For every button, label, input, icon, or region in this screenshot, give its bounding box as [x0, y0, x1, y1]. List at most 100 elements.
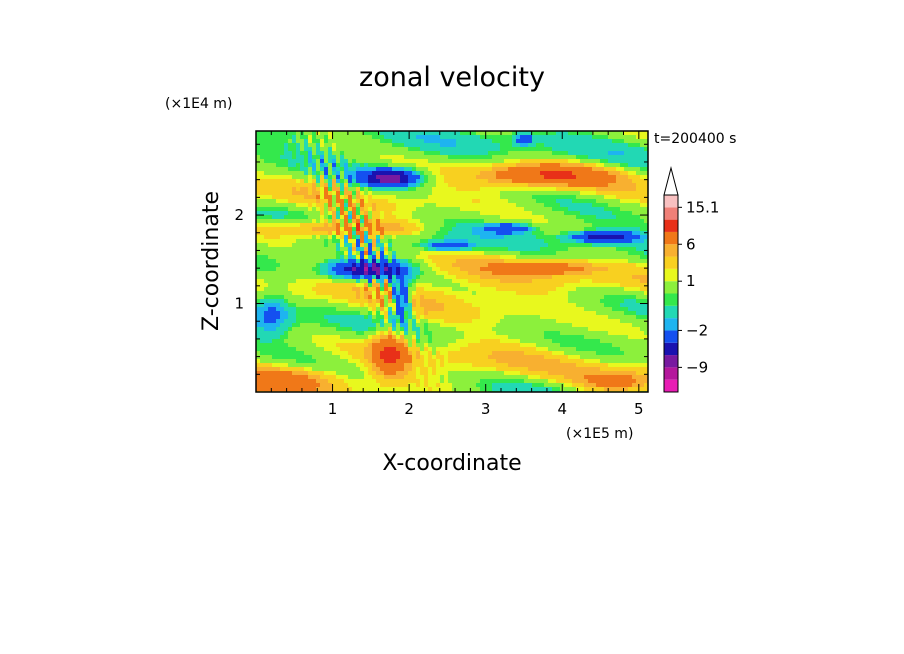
field-cell — [612, 199, 617, 204]
field-cell — [456, 159, 461, 164]
field-cell — [404, 319, 409, 324]
field-cell — [296, 291, 301, 296]
field-cell — [436, 203, 441, 208]
field-cell — [644, 223, 648, 228]
field-cell — [304, 227, 309, 232]
field-cell — [396, 275, 401, 280]
field-cell — [284, 323, 289, 328]
field-cell — [392, 207, 397, 212]
field-cell — [492, 163, 497, 168]
field-cell — [268, 231, 273, 236]
field-cell — [532, 311, 537, 316]
field-cell — [488, 291, 493, 296]
field-cell — [456, 243, 461, 248]
field-cell — [416, 227, 421, 232]
field-cell — [628, 287, 633, 292]
field-cell — [472, 307, 477, 312]
field-cell — [496, 203, 501, 208]
field-cell — [604, 271, 609, 276]
field-cell — [556, 135, 561, 140]
field-cell — [340, 259, 345, 264]
field-cell — [376, 175, 381, 180]
field-cell — [584, 291, 589, 296]
field-cell — [488, 139, 493, 144]
field-cell — [352, 183, 357, 188]
field-cell — [404, 283, 409, 288]
field-cell — [600, 203, 605, 208]
field-cell — [504, 195, 509, 200]
field-cell — [324, 307, 329, 312]
field-cell — [416, 163, 421, 168]
field-cell — [636, 251, 641, 256]
field-cell — [312, 239, 317, 244]
field-cell — [264, 299, 269, 304]
field-cell — [480, 223, 485, 228]
field-cell — [616, 287, 621, 292]
field-cell — [340, 287, 345, 292]
field-cell — [344, 235, 349, 240]
field-cell — [308, 203, 313, 208]
field-cell — [536, 223, 541, 228]
field-cell — [520, 275, 525, 280]
field-cell — [388, 295, 393, 300]
field-cell — [576, 275, 581, 280]
field-cell — [272, 327, 277, 332]
field-cell — [488, 279, 493, 284]
field-cell — [596, 315, 601, 320]
field-cell — [272, 139, 277, 144]
field-cell — [484, 171, 489, 176]
field-cell — [568, 159, 573, 164]
field-cell — [396, 135, 401, 140]
field-cell — [632, 171, 637, 176]
field-cell — [372, 143, 377, 148]
field-cell — [292, 211, 297, 216]
field-cell — [512, 171, 517, 176]
field-cell — [564, 195, 569, 200]
field-cell — [604, 239, 609, 244]
field-cell — [404, 147, 409, 152]
field-cell — [308, 227, 313, 232]
field-cell — [284, 155, 289, 160]
field-cell — [304, 319, 309, 324]
field-cell — [516, 259, 521, 264]
field-cell — [604, 199, 609, 204]
field-cell — [304, 155, 309, 160]
field-cell — [552, 251, 557, 256]
field-cell — [600, 315, 605, 320]
field-cell — [260, 251, 265, 256]
field-cell — [476, 207, 481, 212]
field-cell — [376, 279, 381, 284]
field-cell — [500, 267, 505, 272]
field-cell — [496, 175, 501, 180]
field-cell — [624, 175, 629, 180]
field-cell — [404, 215, 409, 220]
field-cell — [428, 243, 433, 248]
field-cell — [644, 187, 648, 192]
field-cell — [604, 263, 609, 268]
field-cell — [364, 259, 369, 264]
field-cell — [580, 227, 585, 232]
field-cell — [588, 183, 593, 188]
field-cell — [312, 171, 317, 176]
field-cell — [640, 247, 645, 252]
field-cell — [388, 219, 393, 224]
field-cell — [624, 243, 629, 248]
field-cell — [624, 287, 629, 292]
field-cell — [440, 315, 445, 320]
field-cell — [544, 159, 549, 164]
field-cell — [280, 139, 285, 144]
field-cell — [400, 211, 405, 216]
field-cell — [420, 211, 425, 216]
field-cell — [512, 199, 517, 204]
field-cell — [612, 315, 617, 320]
field-cell — [452, 195, 457, 200]
field-cell — [424, 319, 429, 324]
field-cell — [644, 151, 648, 156]
field-cell — [316, 275, 321, 280]
field-cell — [264, 279, 269, 284]
field-cell — [404, 155, 409, 160]
field-cell — [308, 299, 313, 304]
field-cell — [376, 311, 381, 316]
field-cell — [500, 175, 505, 180]
field-cell — [448, 175, 453, 180]
